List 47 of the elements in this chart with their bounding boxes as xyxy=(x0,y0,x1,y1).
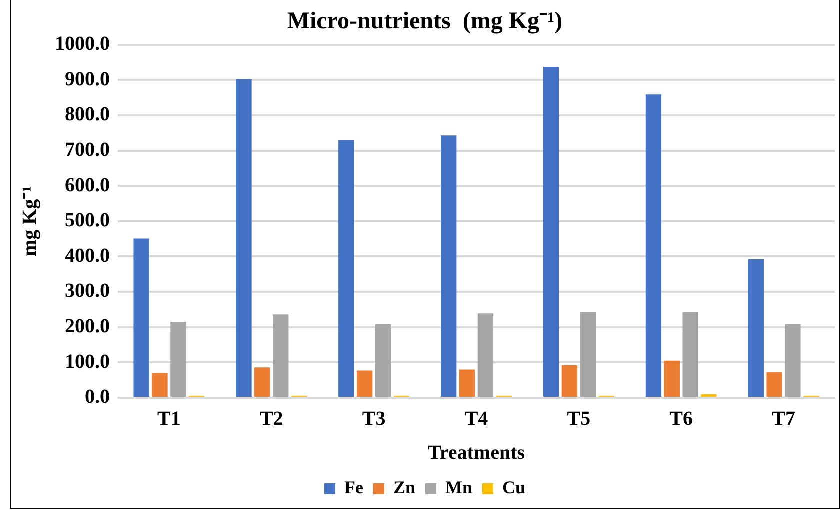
legend-label: Cu xyxy=(502,478,526,498)
bar xyxy=(152,373,168,397)
bar xyxy=(273,314,289,397)
y-tick-label: 500.0 xyxy=(65,210,110,232)
bar xyxy=(478,314,494,397)
y-tick-label: 800.0 xyxy=(65,104,110,126)
y-tick-label: 700.0 xyxy=(65,138,110,161)
bar xyxy=(357,370,373,397)
y-tick-label: 200.0 xyxy=(65,316,110,338)
bar xyxy=(562,366,578,397)
x-tick-label: T4 xyxy=(464,408,488,430)
bar xyxy=(459,370,476,397)
x-tick-label: T7 xyxy=(772,408,796,430)
bar xyxy=(766,372,782,397)
y-tick-label: 900.0 xyxy=(65,68,110,90)
y-tick-label: 0.0 xyxy=(85,386,110,408)
bar xyxy=(338,140,354,397)
bar xyxy=(748,260,764,397)
x-tick-label: T6 xyxy=(670,408,694,430)
x-axis-title: Treatments xyxy=(428,442,526,464)
legend-label: Zn xyxy=(393,478,416,498)
legend-label: Mn xyxy=(445,478,472,498)
x-tick-label: T3 xyxy=(362,408,386,430)
bar xyxy=(441,136,457,397)
legend-label: Fe xyxy=(344,478,364,498)
y-tick-label: 1000.0 xyxy=(55,32,110,55)
y-tick-label: 600.0 xyxy=(65,174,110,196)
y-tick-label: 400.0 xyxy=(65,244,110,267)
bar xyxy=(375,324,392,397)
x-tick-label: T2 xyxy=(260,408,284,430)
bar xyxy=(170,322,186,397)
bar xyxy=(785,324,801,397)
x-tick-label: T5 xyxy=(567,408,591,430)
y-axis-title: mg Kg⁻¹ xyxy=(19,186,42,257)
y-tick-label: 100.0 xyxy=(65,350,110,373)
bar xyxy=(134,238,150,397)
bar xyxy=(664,360,680,397)
bar xyxy=(543,67,560,397)
x-tick-label: T1 xyxy=(158,408,181,430)
chart-title: Micro-nutrients (mg Kg⁻¹) xyxy=(287,8,563,35)
bar xyxy=(701,394,717,397)
bar xyxy=(580,312,596,397)
bar xyxy=(682,312,698,397)
y-tick-label: 300.0 xyxy=(65,280,110,302)
bar xyxy=(236,79,252,397)
bar xyxy=(646,94,662,397)
bar xyxy=(254,368,270,397)
